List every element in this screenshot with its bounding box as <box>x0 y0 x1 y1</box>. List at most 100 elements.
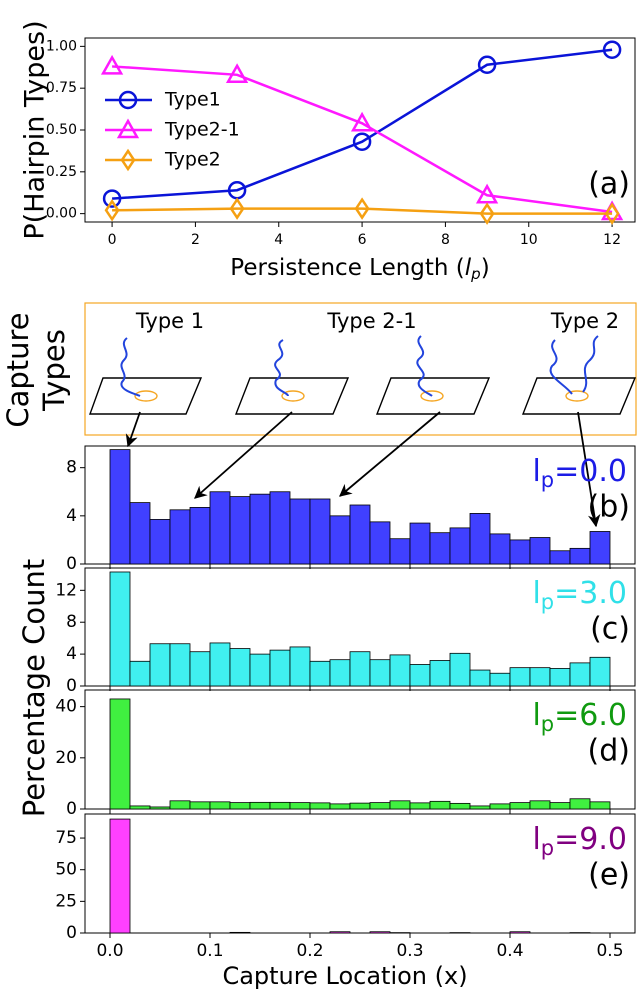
diagram-box <box>84 302 637 436</box>
bar <box>109 571 131 687</box>
label-part: l <box>465 255 472 281</box>
label-part: p <box>541 712 554 736</box>
y-tick-label: 1.00 <box>46 38 77 54</box>
bar <box>209 491 231 565</box>
bar <box>209 642 231 687</box>
legend-label: Type2 <box>164 149 221 171</box>
y-tick-label: 0.75 <box>46 80 77 96</box>
panel-label: (d) <box>588 734 630 769</box>
bar <box>489 803 511 810</box>
bar <box>509 667 531 687</box>
y-tick-label: 12 <box>55 580 77 600</box>
bar <box>429 660 451 687</box>
annotation: lp=6.0 <box>532 698 627 737</box>
pore <box>281 390 305 402</box>
y-tick-label: 20 <box>55 748 77 768</box>
bar <box>329 515 351 565</box>
polymer <box>549 335 599 395</box>
y-tick-label: 0 <box>66 799 77 819</box>
pore <box>134 390 158 402</box>
bar <box>429 800 451 810</box>
bar <box>369 659 391 687</box>
arrow <box>577 411 601 528</box>
bar <box>149 519 171 565</box>
bar <box>189 651 211 687</box>
bar <box>269 649 291 687</box>
bar <box>389 800 411 810</box>
bar <box>529 667 551 687</box>
bar <box>549 802 571 810</box>
x-tick-label: 0.2 <box>296 941 323 961</box>
bar <box>409 522 431 565</box>
bar <box>589 531 611 565</box>
type-label: Type 1 <box>135 309 204 333</box>
bar <box>389 654 411 687</box>
bar <box>209 801 231 810</box>
bar <box>569 547 591 565</box>
marker <box>104 199 120 222</box>
bar <box>489 533 511 565</box>
bar <box>349 802 371 810</box>
annotation: lp=0.0 <box>532 454 627 493</box>
bar <box>129 660 151 687</box>
bar <box>369 931 391 934</box>
bar <box>269 801 291 810</box>
bar <box>529 800 551 810</box>
pore <box>565 390 589 402</box>
label-part: l <box>532 454 540 489</box>
bar <box>329 931 351 934</box>
x-tick-label: 0 <box>108 232 117 248</box>
bar <box>289 802 311 810</box>
y-axis-label: Percentage Count <box>17 559 51 817</box>
bar <box>549 668 571 687</box>
bar <box>169 800 191 810</box>
panel-label: (e) <box>588 858 630 893</box>
y-tick-label: 0 <box>66 554 77 574</box>
bar <box>309 802 331 810</box>
series-line <box>112 207 613 215</box>
bar <box>349 504 371 565</box>
bar <box>509 539 531 565</box>
marker <box>602 40 622 59</box>
bar <box>229 496 251 565</box>
bar <box>249 801 271 810</box>
annotation: Persistence Length (lp) <box>230 255 489 283</box>
label-part: l <box>532 698 540 733</box>
x-tick-label: 6 <box>358 232 367 248</box>
type-label: Type 2 <box>550 309 619 333</box>
x-tick-label: 0.4 <box>496 941 523 961</box>
polymer <box>274 339 289 397</box>
marker <box>477 55 497 75</box>
y-tick-label: 8 <box>66 458 77 478</box>
marker <box>604 202 620 225</box>
x-tick-label: 0.1 <box>196 941 223 961</box>
x-tick-label: 12 <box>603 232 621 248</box>
bar <box>549 550 571 565</box>
series-line <box>111 65 613 214</box>
annotation: lp=3.0 <box>532 576 627 615</box>
x-tick-label: 0.3 <box>396 941 423 961</box>
bar <box>449 802 471 810</box>
y-tick-label: 25 <box>55 891 77 911</box>
bar <box>329 659 351 687</box>
bar <box>229 802 251 810</box>
arrow <box>194 411 293 499</box>
x-tick-label: 0.0 <box>96 941 123 961</box>
y-tick-label: 50 <box>55 860 77 880</box>
bar <box>129 502 151 565</box>
label-part: Persistence Length ( <box>230 255 464 281</box>
y-tick-label: 40 <box>55 697 77 717</box>
annotation: lp=9.0 <box>532 822 627 861</box>
bar <box>249 493 271 565</box>
y-tick-label: 0 <box>66 676 77 696</box>
y-tick-label: 8 <box>66 612 77 632</box>
marker <box>100 54 124 75</box>
diagram: Capture Types Type 1 Type 2-1 Type 2 <box>1 302 637 528</box>
diagram-title: Types <box>37 329 71 412</box>
arrow <box>339 411 441 497</box>
marker <box>354 197 370 220</box>
bar <box>589 656 611 687</box>
bar <box>189 507 211 565</box>
label-part: p <box>541 590 554 614</box>
